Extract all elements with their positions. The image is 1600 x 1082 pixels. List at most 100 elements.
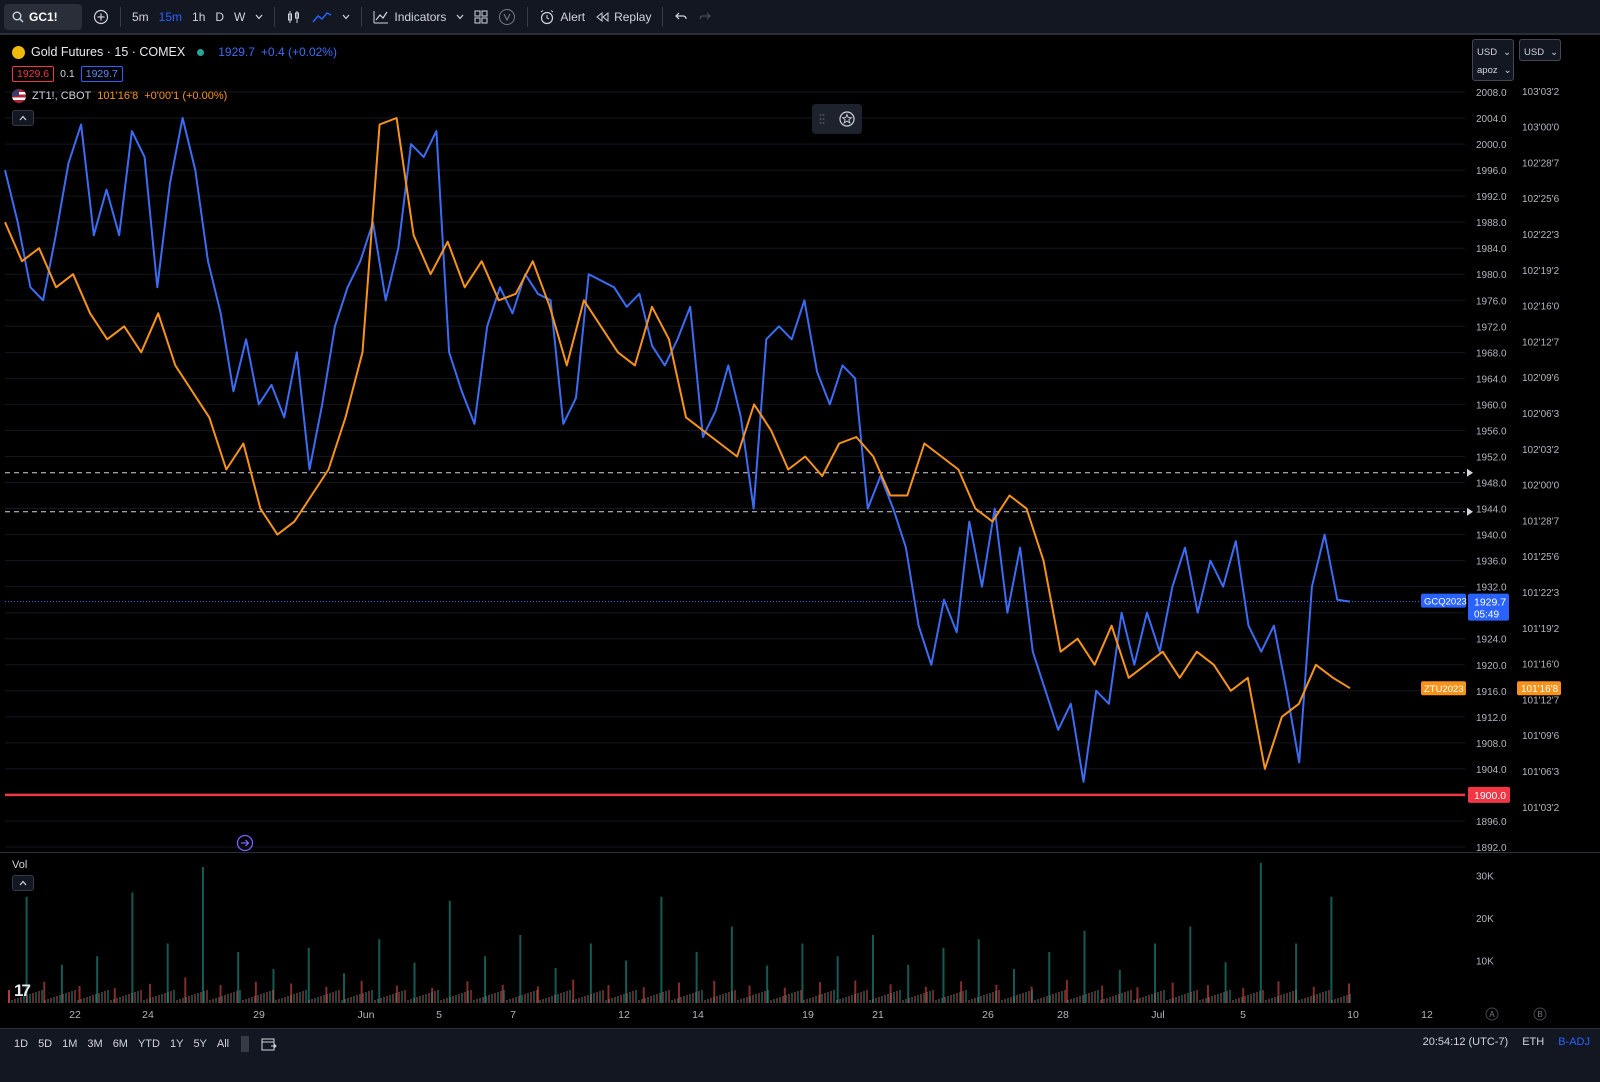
volume-bar	[378, 939, 381, 1003]
pine-button[interactable]	[493, 4, 521, 30]
volume-bar	[725, 993, 727, 1003]
volume-bar	[625, 960, 628, 1003]
volume-bar	[26, 995, 28, 1003]
interval-5m-button[interactable]: 5m	[132, 9, 149, 24]
compare-series-legend[interactable]: ZT1!, CBOT 101'16'8 +0'00'1 (+0.00%)	[12, 85, 337, 107]
volume-bar	[248, 998, 250, 1003]
favorite-star-icon[interactable]	[838, 110, 856, 128]
floating-drawing-toolbar[interactable]	[812, 104, 862, 134]
series-name-label-bg	[1421, 681, 1466, 696]
main-chart-pane[interactable]: 2008.0 2004.0 2000.0 1996.0 1992.0 1988.0 1984…	[0, 37, 1600, 867]
volume-bar	[1013, 996, 1015, 1003]
volume-bar	[1217, 994, 1219, 1003]
volume-tick-label: 10K	[1476, 957, 1494, 968]
volume-bar	[869, 1000, 871, 1003]
volume-bar	[854, 980, 857, 1003]
range-1m-button[interactable]: 1M	[62, 1038, 78, 1050]
calendar-goto-icon[interactable]	[257, 1037, 281, 1051]
volume-bar	[494, 993, 496, 1003]
currency-right-selector[interactable]: USD ⌄	[1519, 39, 1561, 61]
volume-bar	[325, 986, 328, 1003]
price-tick-label: 1976.0	[1476, 296, 1507, 307]
volume-bar	[275, 1000, 277, 1003]
volume-bar	[1337, 998, 1339, 1003]
volume-bar	[1034, 1000, 1036, 1003]
range-6m-button[interactable]: 6M	[112, 1038, 128, 1050]
bar-style-button[interactable]	[281, 4, 307, 30]
volume-bar	[995, 984, 998, 1003]
volume-bar	[176, 1000, 178, 1003]
volume-bar	[1082, 995, 1084, 1003]
replay-button[interactable]: Replay	[590, 4, 656, 30]
currency-unit-selector[interactable]: USD ⌄ apoz ⌄	[1472, 39, 1514, 81]
redo-button[interactable]	[693, 4, 717, 30]
adjustment-toggle[interactable]: B-ADJ	[1558, 1036, 1590, 1048]
range-1y-button[interactable]: 1Y	[169, 1038, 184, 1050]
line-style-button[interactable]	[307, 4, 337, 30]
volume-bar	[1316, 994, 1318, 1003]
range-3m-button[interactable]: 3M	[87, 1038, 103, 1050]
volume-bar	[428, 993, 430, 1003]
session-toggle[interactable]: ETH	[1522, 1036, 1545, 1048]
volume-bar	[65, 993, 67, 1003]
templates-button[interactable]	[469, 4, 493, 30]
chart-style-dropdown-button[interactable]	[337, 4, 355, 30]
interval-1h-button[interactable]: 1h	[192, 9, 206, 24]
ask-price[interactable]: 1929.7	[80, 66, 123, 82]
volume-bar	[326, 994, 328, 1003]
volume-bar	[308, 1000, 310, 1003]
interval-15m-button[interactable]: 15m	[158, 9, 183, 24]
time-axis[interactable]: 22 24 29 Jun 5 7 12 14 19 21 26 28 Jul 5 10 12 A B	[0, 1006, 1600, 1026]
interval-dropdown-button[interactable]	[250, 4, 268, 30]
volume-bar	[209, 1000, 211, 1003]
clock-timezone[interactable]: 20:54:12 (UTC-7)	[1422, 1036, 1509, 1048]
volume-bar	[1348, 983, 1350, 1003]
compare-symbol-button[interactable]	[88, 4, 114, 30]
range-ytd-button[interactable]: YTD	[137, 1038, 160, 1050]
indicators-dropdown-button[interactable]	[451, 4, 469, 30]
volume-bar	[1312, 986, 1315, 1003]
time-tick-label: 24	[142, 1009, 154, 1021]
range-5y-button[interactable]: 5Y	[193, 1038, 207, 1050]
volume-bar	[35, 992, 37, 1003]
volume-bar	[96, 956, 99, 1003]
jump-to-realtime-button[interactable]	[236, 834, 254, 852]
volume-bar	[458, 994, 460, 1003]
volume-bar	[1295, 990, 1297, 1003]
compare-tick-label: 102'22'3	[1522, 230, 1560, 241]
volume-bar	[347, 998, 349, 1003]
volume-chart[interactable]: 30K 20K 10K	[0, 853, 1600, 1007]
volume-bar	[680, 997, 682, 1003]
volume-bar	[194, 994, 196, 1003]
interval-w-button[interactable]: W	[234, 9, 246, 24]
range-all-button[interactable]: All	[216, 1038, 230, 1050]
compare-tick-label: 102'03'2	[1522, 445, 1560, 456]
chevron-down-icon: ⌄	[1503, 64, 1512, 76]
volume-pane[interactable]: 30K 20K 10K Vol 17	[0, 852, 1600, 1006]
symbol-search-button[interactable]: GC1!	[4, 3, 82, 30]
main-series-legend[interactable]: Gold Futures · 15 · COMEX 1929.7 +0.4 (+…	[12, 41, 337, 63]
tradingview-logo-icon[interactable]: 17	[14, 981, 31, 1000]
volume-bar	[1121, 993, 1123, 1003]
range-5d-button[interactable]: 5D	[38, 1038, 53, 1050]
volume-bar	[101, 992, 103, 1003]
legend-collapse-button[interactable]	[12, 110, 34, 126]
volume-tick-label: 30K	[1476, 872, 1494, 883]
volume-bar	[896, 991, 898, 1003]
volume-bar	[410, 999, 412, 1003]
range-1d-button[interactable]: 1D	[14, 1038, 29, 1050]
main-change: +0.4 (+0.02%)	[260, 45, 337, 59]
price-tick-label: 1936.0	[1476, 557, 1507, 568]
alert-button[interactable]: Alert	[534, 4, 590, 30]
volume-collapse-button[interactable]	[12, 875, 34, 891]
bid-price[interactable]: 1929.6	[12, 66, 55, 82]
volume-bar	[977, 939, 980, 1003]
interval-d-button[interactable]: D	[215, 9, 225, 24]
volume-bar	[887, 994, 889, 1003]
indicators-button[interactable]: Indicators	[368, 4, 451, 30]
price-chart[interactable]: 2008.0 2004.0 2000.0 1996.0 1992.0 1988.0 1984…	[0, 37, 1600, 852]
drag-handle-icon[interactable]	[819, 113, 825, 125]
volume-bar	[344, 999, 346, 1003]
volume-bar	[1247, 995, 1249, 1003]
undo-button[interactable]	[669, 4, 693, 30]
